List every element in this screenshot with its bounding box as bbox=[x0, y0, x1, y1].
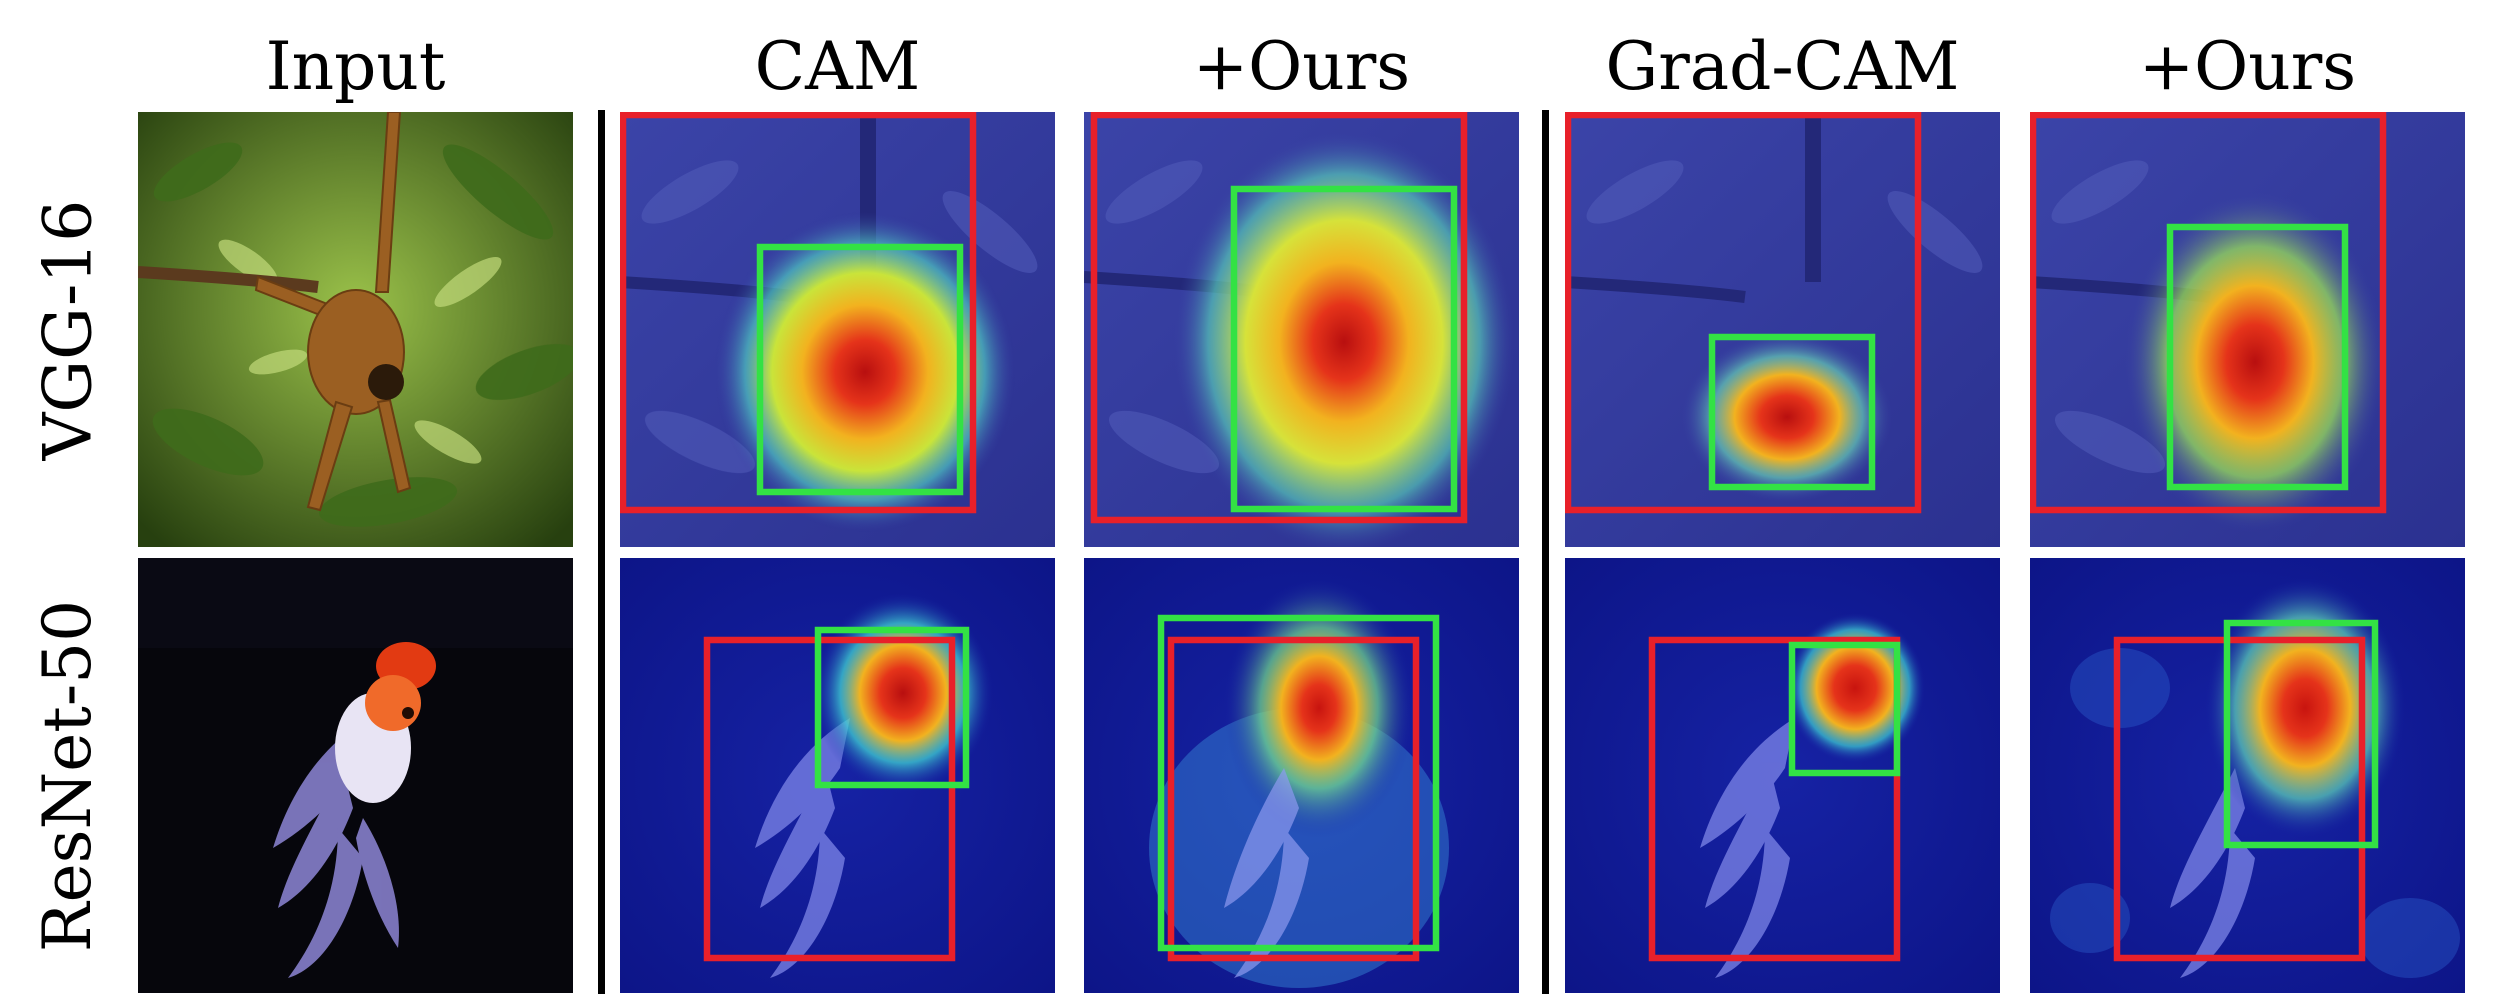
predicted-box bbox=[814, 626, 970, 789]
column-header-gradcam: Grad-CAM bbox=[1605, 28, 1960, 105]
predicted-box bbox=[756, 243, 964, 496]
ground-truth-box bbox=[1648, 636, 1901, 962]
ground-truth-box bbox=[620, 112, 977, 514]
heatmap-cam-vgg16 bbox=[620, 112, 1055, 547]
predicted-box bbox=[1788, 641, 1901, 777]
heatmap-cam-ours-vgg16 bbox=[1084, 112, 1519, 547]
ground-truth-box bbox=[703, 636, 956, 962]
heatmap-gradcam-ours-resnet50 bbox=[2030, 558, 2465, 993]
row-header-vgg16: VGG-16 bbox=[29, 199, 106, 460]
ground-truth-box bbox=[2030, 112, 2387, 514]
separator-input bbox=[598, 110, 605, 994]
ground-truth-box bbox=[1167, 636, 1420, 962]
column-header-gradcam-ours: +Ours bbox=[2138, 28, 2357, 105]
predicted-box bbox=[1157, 614, 1440, 952]
predicted-box bbox=[2166, 223, 2349, 491]
ground-truth-box bbox=[1565, 112, 1922, 514]
predicted-box bbox=[2223, 619, 2379, 849]
heatmap-cam-resnet50 bbox=[620, 558, 1055, 993]
column-header-cam: CAM bbox=[754, 28, 921, 105]
input-image-monkey bbox=[138, 112, 573, 547]
heatmap-gradcam-ours-vgg16 bbox=[2030, 112, 2465, 547]
column-header-cam-ours: +Ours bbox=[1192, 28, 1411, 105]
heatmap-gradcam-resnet50 bbox=[1565, 558, 2000, 993]
heatmap-cam-ours-resnet50 bbox=[1084, 558, 1519, 993]
column-header-input: Input bbox=[265, 28, 446, 105]
heatmap-gradcam-vgg16 bbox=[1565, 112, 2000, 547]
predicted-box bbox=[1708, 333, 1876, 491]
predicted-box bbox=[1230, 185, 1458, 513]
row-header-resnet50: ResNet-50 bbox=[29, 599, 106, 952]
ground-truth-box bbox=[1090, 112, 1468, 524]
separator-methods bbox=[1542, 110, 1549, 994]
ground-truth-box bbox=[2113, 636, 2366, 962]
input-image-goldfish bbox=[138, 558, 573, 993]
